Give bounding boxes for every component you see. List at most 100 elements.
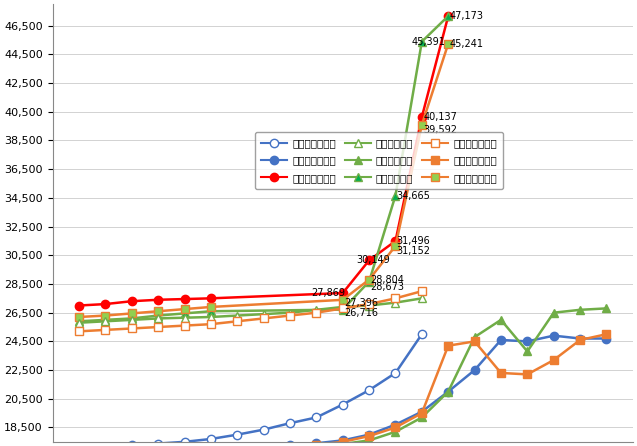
R4関東銘柄米 (181, 323, 189, 328)
R6関東コシ (181, 311, 189, 316)
R6秋田こまち (365, 258, 373, 263)
R6秋田こまち (392, 238, 399, 244)
R6秋田こまち (154, 297, 162, 302)
R4関東銘柄米 (260, 316, 268, 321)
R6関東銘柄米 (445, 41, 452, 46)
R4関東コシ (181, 315, 189, 320)
R5関東コシ (603, 306, 610, 311)
R6関東コシ (365, 279, 373, 284)
R4秋田こまち (313, 415, 320, 420)
R5関東コシ (576, 307, 584, 313)
Text: 31,152: 31,152 (397, 246, 431, 256)
R4関東コシ (313, 307, 320, 313)
R4関東コシ (101, 318, 109, 324)
R4関東銘柄米 (75, 329, 83, 334)
R6関東銘柄米 (128, 311, 136, 316)
R6関東銘柄米 (418, 122, 426, 128)
R4関東コシ (128, 317, 136, 322)
Line: R5関東コシ: R5関東コシ (259, 304, 611, 446)
R5秋田こまち (471, 368, 478, 373)
R6秋田こまち (128, 298, 136, 304)
R4関東銘柄米 (128, 326, 136, 331)
Line: R5関東銘柄米: R5関東銘柄米 (259, 330, 611, 446)
R4関東銘柄米 (101, 327, 109, 333)
R5秋田こまち (550, 333, 557, 339)
R5関東銘柄米 (313, 442, 320, 446)
R4秋田こまち (101, 445, 109, 446)
R5秋田こまち (445, 389, 452, 394)
R6関東銘柄米 (101, 313, 109, 318)
R5関東コシ (365, 438, 373, 443)
Line: R6関東銘柄米: R6関東銘柄米 (75, 40, 452, 321)
Line: R5秋田こまち: R5秋田こまち (259, 331, 611, 446)
R5関東コシ (418, 415, 426, 420)
Line: R4秋田こまち: R4秋田こまち (75, 330, 426, 446)
R5関東銘柄米 (365, 434, 373, 439)
R5秋田こまち (260, 445, 268, 446)
R4関東コシ (154, 316, 162, 321)
R6関東コシ (418, 39, 426, 44)
R5秋田こまち (286, 443, 294, 446)
R6秋田こまち (418, 114, 426, 120)
R5関東コシ (445, 389, 452, 394)
R6関東コシ (339, 307, 347, 312)
R6関東銘柄米 (154, 309, 162, 314)
R5関東銘柄米 (603, 331, 610, 337)
R6秋田こまち (101, 301, 109, 307)
R4関東銘柄米 (286, 313, 294, 318)
R6関東コシ (101, 317, 109, 322)
R6関東コシ (392, 193, 399, 198)
Line: R6秋田こまち: R6秋田こまち (75, 12, 452, 310)
R4関東銘柄米 (365, 301, 373, 307)
R4関東銘柄米 (339, 306, 347, 311)
R5関東コシ (313, 443, 320, 446)
Text: 45,391: 45,391 (412, 37, 445, 46)
R5関東コシ (339, 441, 347, 446)
R4関東コシ (75, 320, 83, 326)
R6関東コシ (445, 13, 452, 19)
R4秋田こまち (154, 441, 162, 446)
R5秋田こまち (339, 438, 347, 443)
R5関東コシ (392, 429, 399, 434)
R5秋田こまち (418, 409, 426, 414)
R6関東コシ (154, 313, 162, 318)
R4秋田こまち (128, 443, 136, 446)
R6関東銘柄米 (75, 314, 83, 320)
R4関東銘柄米 (418, 289, 426, 294)
R6関東銘柄米 (207, 304, 215, 310)
R5関東銘柄米 (576, 337, 584, 343)
R4秋田こまち (233, 432, 241, 438)
R4関東銘柄米 (313, 310, 320, 315)
R4関東コシ (392, 300, 399, 306)
R4秋田こまち (286, 421, 294, 426)
R5秋田こまち (603, 336, 610, 341)
R4秋田こまち (418, 331, 426, 337)
R4関東銘柄米 (154, 324, 162, 330)
Legend: Ｒ４秋田こまち, Ｒ５秋田こまち, Ｒ６秋田こまち, Ｒ４関東コシ, Ｒ５関東コシ, Ｒ６関東コシ, Ｒ４関東銘柄米, Ｒ５関東銘柄米, Ｒ６関東銘柄米: Ｒ４秋田こまち, Ｒ５秋田こまち, Ｒ６秋田こまち, Ｒ４関東コシ, Ｒ５関東コ… (255, 132, 503, 189)
R4秋田こまち (181, 439, 189, 445)
Text: 30,149: 30,149 (356, 255, 390, 265)
R4秋田こまち (260, 427, 268, 432)
R6関東銘柄米 (181, 306, 189, 312)
Text: 27,869: 27,869 (311, 288, 345, 298)
R5関東銘柄米 (418, 410, 426, 416)
R5関東銘柄米 (392, 425, 399, 430)
R4関東銘柄米 (233, 318, 241, 324)
R6秋田こまち (445, 13, 452, 19)
Line: R4関東コシ: R4関東コシ (75, 294, 426, 327)
Text: 28,673: 28,673 (371, 282, 404, 292)
Text: 45,241: 45,241 (450, 39, 483, 49)
R6秋田こまち (339, 290, 347, 296)
R6関東銘柄米 (392, 243, 399, 248)
R5秋田こまち (576, 336, 584, 341)
R6関東銘柄米 (365, 277, 373, 282)
R5関東銘柄米 (524, 372, 531, 377)
R4関東銘柄米 (392, 296, 399, 301)
R4関東コシ (260, 311, 268, 317)
R4秋田こまち (207, 436, 215, 442)
R5関東コシ (471, 334, 478, 340)
Text: 31,496: 31,496 (397, 236, 431, 246)
R4秋田こまち (339, 402, 347, 407)
R5秋田こまち (365, 432, 373, 438)
Line: R6関東コシ: R6関東コシ (75, 12, 452, 326)
